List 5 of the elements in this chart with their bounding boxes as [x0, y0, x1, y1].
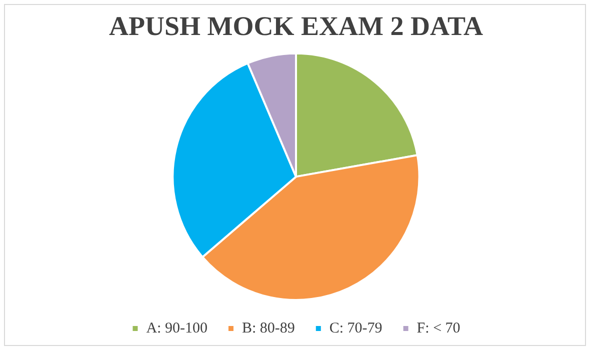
legend-label: C: 70-79 — [329, 320, 382, 336]
legend-label: A: 90-100 — [146, 320, 208, 336]
legend-label: B: 80-89 — [242, 320, 295, 336]
legend-label: F: < 70 — [416, 320, 460, 336]
chart-title: APUSH MOCK EXAM 2 DATA — [109, 11, 484, 42]
